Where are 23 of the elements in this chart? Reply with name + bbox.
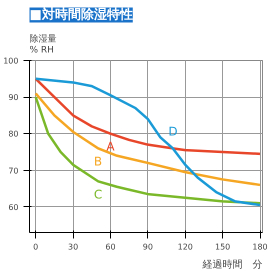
chart-title: ■対時間除湿特性 xyxy=(30,6,133,22)
series-label: C xyxy=(94,187,102,202)
series-label: D xyxy=(168,124,178,138)
x-axis-title: 経過時間 分 xyxy=(202,258,262,270)
series-label: B xyxy=(94,154,102,168)
x-tick-label: 90 xyxy=(142,242,153,252)
y-tick-label: 70 xyxy=(8,166,19,176)
y-tick-label: 90 xyxy=(8,93,19,102)
line-series xyxy=(34,78,262,206)
x-tick-label: 30 xyxy=(68,242,78,252)
y-axis-title: 除湿量 % RH xyxy=(30,34,56,56)
line-series xyxy=(34,92,262,186)
line-series xyxy=(34,78,262,156)
line-series xyxy=(34,96,262,204)
y-tick-label: 60 xyxy=(8,202,19,212)
x-tick-label: 60 xyxy=(105,242,116,252)
x-tick-label: 120 xyxy=(178,242,193,252)
y-tick-label: 80 xyxy=(8,130,19,139)
x-tick-label: 150 xyxy=(214,242,230,252)
series-label: A xyxy=(106,140,116,154)
x-tick-label: 180 xyxy=(252,242,268,252)
x-tick-label: 0 xyxy=(33,242,38,252)
y-tick-label: 100 xyxy=(3,56,19,66)
